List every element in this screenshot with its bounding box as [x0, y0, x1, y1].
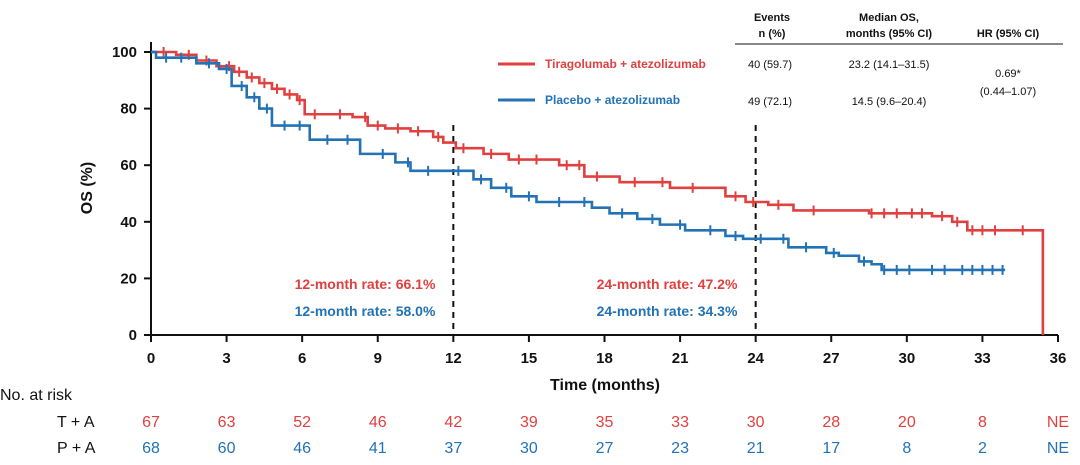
median-placebo: 14.5 (9.6–20.4) [852, 96, 927, 108]
y-axis-ticks: 0 20 40 60 80 100 [112, 44, 151, 344]
header-events-line2: n (%) [759, 28, 786, 40]
legend-label-placebo: Placebo + atezolizumab [545, 93, 680, 107]
risk-cell: 68 [142, 440, 160, 457]
risk-cell: 33 [671, 414, 689, 431]
risk-cell: 39 [520, 414, 538, 431]
risk-cell: 35 [596, 414, 614, 431]
y-tick-label: 40 [120, 214, 137, 231]
rate24-tiragolumab: 24-month rate: 47.2% [597, 276, 738, 292]
risk-cell: 28 [822, 414, 840, 431]
risk-cell: 46 [293, 440, 311, 457]
risk-cell: 41 [369, 440, 387, 457]
x-axis-ticks: 0 3 6 9 12 15 18 21 24 27 30 33 36 [147, 335, 1067, 367]
risk-cell: 63 [218, 414, 236, 431]
x-tick-label: 36 [1050, 350, 1067, 367]
rate12-tiragolumab: 12-month rate: 66.1% [295, 276, 436, 292]
risk-cell: NE [1047, 440, 1069, 457]
header-median-line1: Median OS, [859, 12, 919, 24]
rate24-placebo: 24-month rate: 34.3% [597, 303, 738, 319]
legend-label-tiragolumab: Tiragolumab + atezolizumab [545, 57, 706, 71]
x-tick-label: 24 [747, 350, 764, 367]
y-axis-title: OS (%) [79, 162, 96, 214]
risk-cell: 30 [747, 414, 765, 431]
risk-cell: 37 [444, 440, 462, 457]
risk-cell: 21 [747, 440, 765, 457]
risk-cell: NE [1047, 414, 1069, 431]
events-placebo: 49 (72.1) [748, 96, 792, 108]
risk-row-label-ta: T + A [57, 414, 95, 431]
y-tick-label: 60 [120, 157, 137, 174]
reference-lines [452, 125, 757, 335]
risk-table-title: No. at risk [0, 387, 73, 404]
risk-cell: 52 [293, 414, 311, 431]
y-tick-label: 20 [120, 270, 137, 287]
risk-cell: 60 [218, 440, 236, 457]
risk-cell: 27 [596, 440, 614, 457]
survival-curve-series-0 [151, 50, 1045, 335]
risk-row-label-pa: P + A [57, 440, 96, 457]
x-tick-label: 21 [672, 350, 689, 367]
risk-cell: 17 [822, 440, 840, 457]
header-median-line2: months (95% CI) [846, 28, 933, 40]
rate12-placebo: 12-month rate: 58.0% [295, 303, 436, 319]
x-tick-label: 0 [147, 350, 155, 367]
x-tick-label: 9 [374, 350, 382, 367]
risk-cell: 30 [520, 440, 538, 457]
y-tick-label: 0 [129, 327, 137, 344]
risk-cell: 20 [898, 414, 916, 431]
risk-cell: 42 [444, 414, 462, 431]
y-tick-label: 100 [112, 44, 137, 61]
survival-curves [151, 47, 1045, 335]
hr-ci: (0.44–1.07) [980, 86, 1036, 98]
x-tick-label: 15 [521, 350, 538, 367]
risk-cell: 46 [369, 414, 387, 431]
risk-cell: 8 [902, 440, 911, 457]
x-axis-title: Time (months) [550, 377, 660, 394]
risk-cell: 67 [142, 414, 160, 431]
x-tick-label: 27 [823, 350, 840, 367]
survival-curve-series-1 [151, 50, 1006, 272]
header-events-line1: Events [754, 12, 790, 24]
x-tick-label: 18 [596, 350, 613, 367]
x-tick-label: 33 [974, 350, 991, 367]
header-hr: HR (95% CI) [977, 28, 1040, 40]
risk-cell: 2 [978, 440, 987, 457]
x-tick-label: 6 [298, 350, 306, 367]
risk-cell: 8 [978, 414, 987, 431]
median-tiragolumab: 23.2 (14.1–31.5) [849, 59, 930, 71]
risk-cell: 23 [671, 440, 689, 457]
x-tick-label: 12 [445, 350, 462, 367]
events-tiragolumab: 40 (59.7) [748, 59, 792, 71]
y-tick-label: 80 [120, 101, 137, 118]
hr-value: 0.69* [995, 68, 1021, 80]
x-tick-label: 3 [222, 350, 230, 367]
x-tick-label: 30 [898, 350, 915, 367]
